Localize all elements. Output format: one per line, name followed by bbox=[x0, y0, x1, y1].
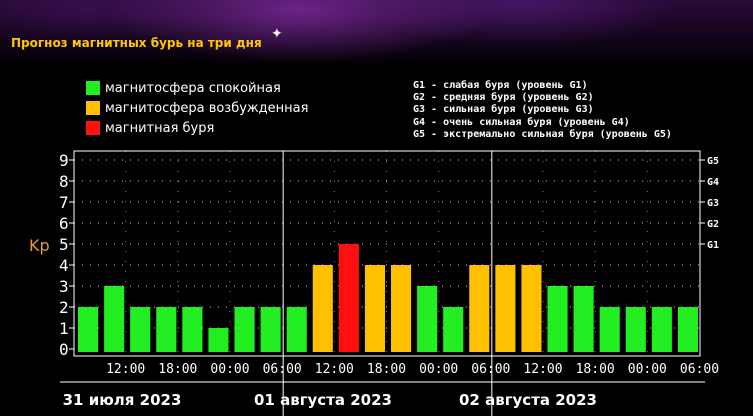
legend-item-storm: магнитная буря bbox=[86, 118, 308, 138]
header-background bbox=[0, 0, 753, 70]
kp-bar bbox=[286, 307, 307, 352]
legend-label-quiet: магнитосфера спокойная bbox=[105, 80, 281, 96]
x-tick-label: 12:00 bbox=[315, 362, 354, 377]
legend-swatch-storm bbox=[86, 121, 100, 135]
color-legend: магнитосфера спокойная магнитосфера возб… bbox=[86, 78, 308, 138]
star-icon: ✦ bbox=[271, 26, 283, 42]
kp-bar bbox=[130, 307, 151, 352]
kp-bar bbox=[573, 286, 594, 352]
kp-bar bbox=[156, 307, 177, 352]
day-label: 01 августа 2023 bbox=[254, 391, 392, 409]
g-level-label: G5 bbox=[707, 156, 719, 167]
x-tick-label: 06:00 bbox=[263, 362, 302, 377]
kp-bar bbox=[364, 265, 385, 352]
y-tick-label: 8 bbox=[59, 172, 69, 191]
y-tick-label: 5 bbox=[59, 235, 69, 254]
storm-level-g2: G2 - средняя буря (уровень G2) bbox=[413, 92, 594, 104]
kp-bar bbox=[521, 265, 542, 352]
storm-level-g1: G1 - слабая буря (уровень G1) bbox=[413, 80, 588, 91]
kp-bar bbox=[417, 286, 438, 352]
y-tick-label: 1 bbox=[59, 319, 69, 338]
page-title: Прогноз магнитных бурь на три дня bbox=[11, 36, 262, 50]
y-tick-label: 0 bbox=[59, 340, 69, 359]
kp-bar bbox=[338, 244, 359, 352]
kp-bar bbox=[182, 307, 203, 352]
day-label: 31 июля 2023 bbox=[63, 391, 182, 409]
x-tick-label: 18:00 bbox=[367, 362, 406, 377]
y-tick-label: 7 bbox=[59, 193, 69, 212]
x-tick-label: 00:00 bbox=[628, 362, 667, 377]
y-tick-label: 2 bbox=[59, 298, 69, 317]
kp-bar bbox=[391, 265, 412, 352]
x-tick-label: 06:00 bbox=[680, 362, 719, 377]
y-tick-label: 3 bbox=[59, 277, 69, 296]
storm-level-g4: G4 - очень сильная буря (уровень G4) bbox=[413, 116, 630, 128]
x-tick-label: 18:00 bbox=[158, 362, 197, 377]
x-tick-label: 12:00 bbox=[106, 362, 145, 377]
legend-label-active: магнитосфера возбужденная bbox=[105, 100, 309, 116]
g-level-label: G4 bbox=[707, 177, 719, 188]
y-axis-label: Kp bbox=[29, 236, 50, 255]
y-tick-label: 4 bbox=[59, 256, 69, 275]
x-tick-label: 00:00 bbox=[210, 362, 249, 377]
x-tick-label: 06:00 bbox=[471, 362, 510, 377]
kp-bar bbox=[677, 307, 698, 352]
kp-bar bbox=[104, 286, 125, 352]
storm-level-g3: G3 - сильная буря (уровень G3) bbox=[413, 104, 594, 116]
y-tick-label: 6 bbox=[59, 214, 69, 233]
x-tick-label: 00:00 bbox=[419, 362, 458, 377]
kp-bar bbox=[78, 307, 99, 352]
kp-bar bbox=[443, 307, 464, 352]
x-tick-label: 12:00 bbox=[523, 362, 562, 377]
y-tick-label: 9 bbox=[59, 151, 69, 170]
kp-bar bbox=[625, 307, 646, 352]
kp-bar bbox=[208, 328, 229, 352]
kp-bar bbox=[469, 265, 490, 352]
legend-swatch-active bbox=[86, 101, 100, 115]
kp-bar bbox=[312, 265, 333, 352]
storm-level-legend: G1 - слабая буря (уровень G1) G2 - средн… bbox=[413, 80, 672, 141]
kp-bar bbox=[547, 286, 568, 352]
legend-item-quiet: магнитосфера спокойная bbox=[86, 78, 308, 98]
x-tick-label: 18:00 bbox=[576, 362, 615, 377]
kp-bar bbox=[260, 307, 281, 352]
g-level-label: G3 bbox=[707, 198, 719, 209]
legend-item-active: магнитосфера возбужденная bbox=[86, 98, 308, 118]
storm-level-g5: G5 - экстремально сильная буря (уровень … bbox=[413, 128, 672, 140]
legend-label-storm: магнитная буря bbox=[105, 120, 215, 136]
kp-bar bbox=[651, 307, 672, 352]
kp-bar bbox=[495, 265, 516, 352]
legend-swatch-quiet bbox=[86, 81, 100, 95]
kp-bar bbox=[234, 307, 255, 352]
day-label: 02 августа 2023 bbox=[459, 391, 597, 409]
g-level-label: G2 bbox=[707, 219, 719, 230]
kp-bar bbox=[599, 307, 620, 352]
g-level-label: G1 bbox=[707, 240, 719, 251]
